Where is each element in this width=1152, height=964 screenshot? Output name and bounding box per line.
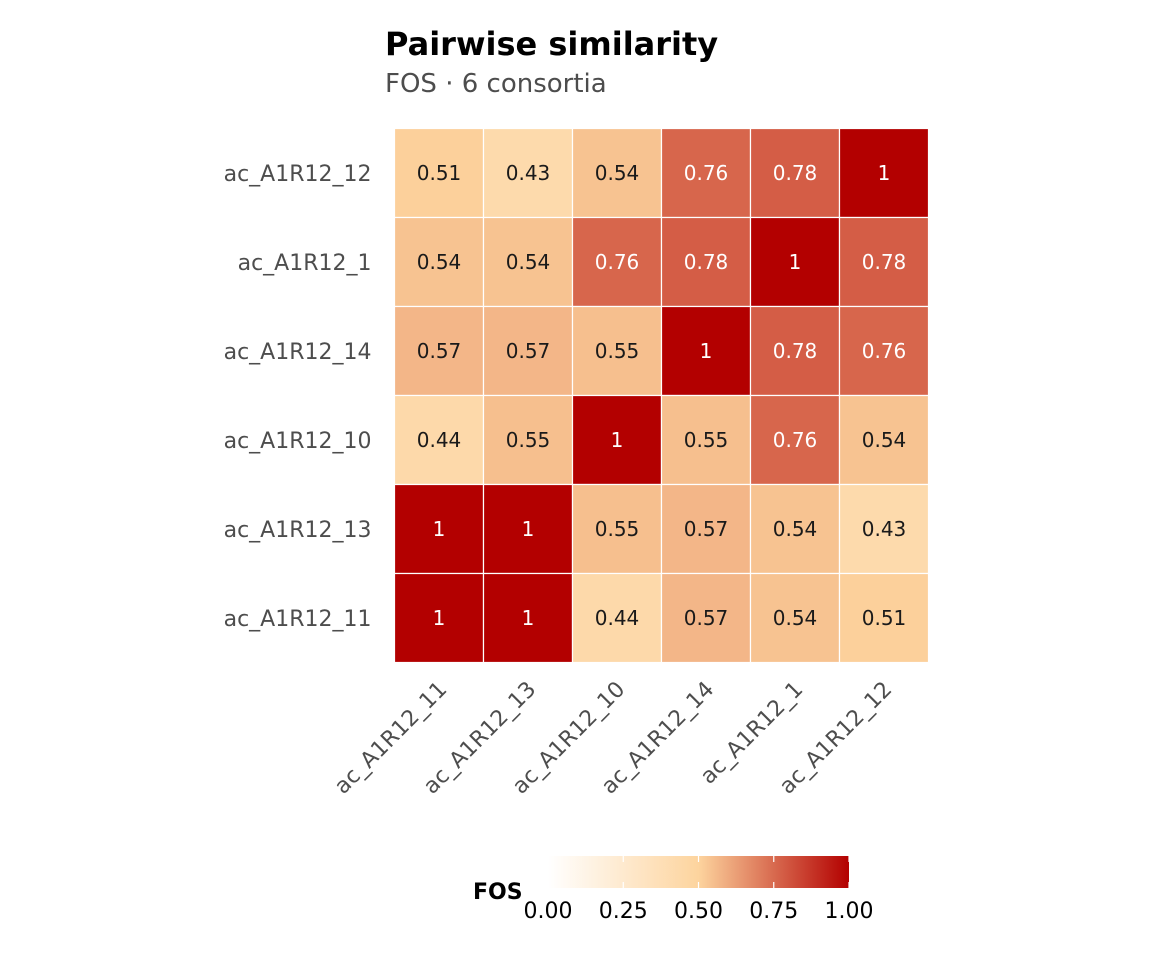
y-tick-label: ac_A1R12_1 xyxy=(238,251,372,276)
heatmap-cell xyxy=(838,305,930,397)
heatmap-cell xyxy=(482,127,574,219)
y-tick-label: ac_A1R12_14 xyxy=(224,340,372,365)
heatmap-cell xyxy=(660,572,752,664)
heatmap-cell xyxy=(660,127,752,219)
heatmap-cell xyxy=(660,216,752,308)
cell-value-label: 1 xyxy=(522,517,535,541)
cell-value-label: 0.57 xyxy=(684,517,729,541)
cell-value-label: 0.54 xyxy=(417,250,462,274)
cell-value-label: 0.43 xyxy=(862,517,907,541)
legend-tick-label: 0.50 xyxy=(674,899,723,924)
cell-value-label: 0.43 xyxy=(506,161,551,185)
cell-value-label: 0.54 xyxy=(595,161,640,185)
heatmap-cell xyxy=(838,127,930,219)
heatmap-cell xyxy=(482,305,574,397)
y-axis-labels: ac_A1R12_12 ac_A1R12_1 ac_A1R12_14 ac_A1R12… xyxy=(224,162,372,632)
legend-tick-label: 0.00 xyxy=(524,899,573,924)
heatmap-cell xyxy=(393,483,485,575)
cell-value-label: 1 xyxy=(611,428,624,452)
heatmap-cell xyxy=(660,394,752,486)
cell-value-label: 0.44 xyxy=(417,428,462,452)
cell-value-label: 0.57 xyxy=(417,339,462,363)
heatmap-cell xyxy=(749,305,841,397)
heatmap-cell xyxy=(393,305,485,397)
legend-title: FOS xyxy=(473,880,523,905)
cell-value-label: 1 xyxy=(789,250,802,274)
cell-value-label: 1 xyxy=(700,339,713,363)
heatmap-cell xyxy=(749,483,841,575)
cell-value-label: 1 xyxy=(433,517,446,541)
heatmap-cell xyxy=(393,127,485,219)
cell-value-label: 0.76 xyxy=(862,339,907,363)
cell-value-label: 0.55 xyxy=(506,428,551,452)
heatmap-cell xyxy=(838,394,930,486)
cell-value-label: 0.55 xyxy=(684,428,729,452)
legend-tick-label: 1.00 xyxy=(825,899,874,924)
cell-value-label: 0.54 xyxy=(773,606,818,630)
heatmap-cell xyxy=(749,127,841,219)
cell-value-label: 0.78 xyxy=(773,339,818,363)
heatmap-cell xyxy=(482,394,574,486)
cell-value-label: 0.57 xyxy=(684,606,729,630)
color-legend: FOS 0.00 0.25 0.50 0.75 1.00 xyxy=(473,856,873,924)
cell-value-label: 0.76 xyxy=(684,161,729,185)
cell-value-label: 0.55 xyxy=(595,339,640,363)
cell-value-label: 0.51 xyxy=(862,606,907,630)
y-tick-label: ac_A1R12_10 xyxy=(224,429,372,454)
y-tick-label: ac_A1R12_12 xyxy=(224,162,372,187)
cell-value-label: 0.54 xyxy=(773,517,818,541)
cell-value-label: 0.78 xyxy=(862,250,907,274)
cell-value-label: 0.78 xyxy=(684,250,729,274)
legend-tick-label: 0.75 xyxy=(749,899,798,924)
heatmap-cells: 0.51 0.43 0.54 0.76 0.78 1 0.54 0.54 0.76 0.78 1 0.… xyxy=(393,127,930,664)
cell-value-label: 0.78 xyxy=(773,161,818,185)
cell-value-label: 0.54 xyxy=(506,250,551,274)
heatmap-cell xyxy=(393,572,485,664)
cell-value-label: 0.76 xyxy=(773,428,818,452)
heatmap-cell xyxy=(482,216,574,308)
heatmap-cell xyxy=(838,216,930,308)
cell-value-label: 1 xyxy=(433,606,446,630)
chart-subtitle: FOS · 6 consortia xyxy=(385,69,607,99)
y-tick-label: ac_A1R12_13 xyxy=(224,518,372,543)
heatmap-cell xyxy=(660,305,752,397)
cell-value-label: 0.76 xyxy=(595,250,640,274)
x-axis-labels: ac_A1R12_11ac_A1R12_13ac_A1R12_10ac_A1R1… xyxy=(330,677,897,799)
heatmap-cell xyxy=(838,483,930,575)
cell-value-label: 1 xyxy=(522,606,535,630)
cell-value-label: 0.55 xyxy=(595,517,640,541)
heatmap-cell xyxy=(571,483,663,575)
heatmap-cell xyxy=(571,127,663,219)
heatmap-cell xyxy=(749,394,841,486)
chart-title: Pairwise similarity xyxy=(385,25,718,63)
y-tick-label: ac_A1R12_11 xyxy=(224,607,372,632)
cell-value-label: 0.44 xyxy=(595,606,640,630)
heatmap-cell xyxy=(838,572,930,664)
heatmap-cell xyxy=(393,394,485,486)
cell-value-label: 1 xyxy=(878,161,891,185)
cell-value-label: 0.54 xyxy=(862,428,907,452)
heatmap-cell xyxy=(571,394,663,486)
heatmap-cell xyxy=(660,483,752,575)
cell-value-label: 0.57 xyxy=(506,339,551,363)
cell-value-label: 0.51 xyxy=(417,161,462,185)
legend-tick-label: 0.25 xyxy=(599,899,648,924)
heatmap-cell xyxy=(749,572,841,664)
